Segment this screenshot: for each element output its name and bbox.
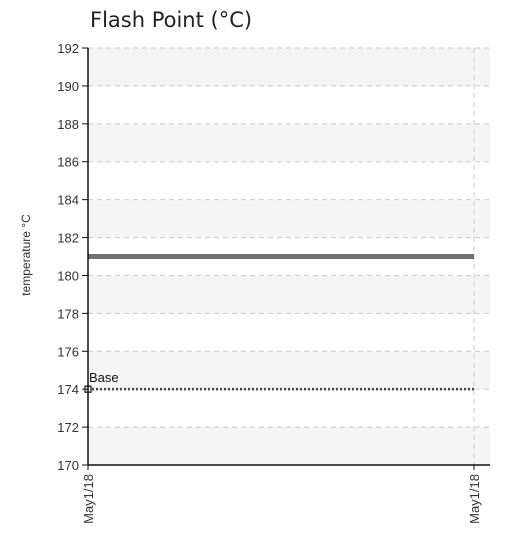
grid-band xyxy=(88,427,490,465)
chart-title: Flash Point (°C) xyxy=(90,8,252,32)
x-tick-label: May1/18 xyxy=(81,474,96,524)
y-tick-label: 186 xyxy=(57,155,79,170)
grid-band xyxy=(88,199,490,238)
grid-band xyxy=(88,275,490,314)
y-tick-label: 170 xyxy=(57,458,79,473)
y-tick-label: 188 xyxy=(57,117,79,132)
tick-labels: 170 172 174 176 178 180 182 184 186 188 190 192 May1… xyxy=(57,41,482,524)
y-axis-title: temperature °C xyxy=(19,214,33,296)
y-tick-label: 184 xyxy=(57,193,79,208)
y-tick-label: 178 xyxy=(57,306,79,321)
grid-band xyxy=(88,48,490,86)
x-tick-label: May1/18 xyxy=(467,474,482,524)
y-tick-label: 172 xyxy=(57,420,79,435)
y-tick-label: 180 xyxy=(57,268,79,283)
y-tick-label: 176 xyxy=(57,344,79,359)
y-tick-label: 182 xyxy=(57,231,79,246)
grid-band xyxy=(88,123,490,162)
grid-band xyxy=(88,351,490,390)
annotations: Base xyxy=(89,370,119,385)
shaded-bands xyxy=(88,48,490,465)
y-tick-label: 192 xyxy=(57,41,79,56)
y-tick-label: 190 xyxy=(57,79,79,94)
axes xyxy=(87,48,490,466)
y-tick-label: 174 xyxy=(57,382,79,397)
series-label: Base xyxy=(89,370,119,385)
